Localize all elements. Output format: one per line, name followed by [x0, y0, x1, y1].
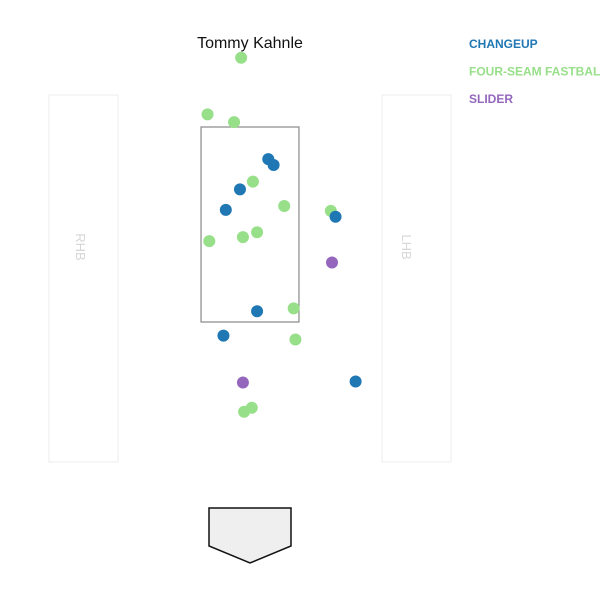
- four-seam-fastball-pitch-point: [289, 333, 302, 346]
- legend-item-four-seam-fastball: FOUR-SEAM FASTBALL: [469, 65, 600, 79]
- right-handed-batter-box: [48, 94, 119, 463]
- changeup-pitch-point: [267, 159, 280, 172]
- changeup-pitch-point: [233, 183, 246, 196]
- four-seam-fastball-pitch-point: [235, 51, 248, 64]
- home-plate: [208, 507, 292, 564]
- changeup-pitch-point: [349, 375, 362, 388]
- slider-pitch-point: [326, 256, 339, 269]
- four-seam-fastball-pitch-point: [236, 231, 249, 244]
- strike-zone: [200, 126, 300, 323]
- four-seam-fastball-pitch-point: [203, 235, 216, 248]
- rhb-label: RHB: [73, 233, 88, 260]
- four-seam-fastball-pitch-point: [278, 199, 291, 212]
- lhb-label: LHB: [399, 234, 414, 259]
- four-seam-fastball-pitch-point: [287, 302, 300, 315]
- changeup-pitch-point: [219, 203, 232, 216]
- changeup-pitch-point: [251, 305, 264, 318]
- legend-item-slider: SLIDER: [469, 92, 513, 106]
- left-handed-batter-box: [381, 94, 452, 463]
- slider-pitch-point: [236, 376, 249, 389]
- four-seam-fastball-pitch-point: [201, 108, 214, 121]
- four-seam-fastball-pitch-point: [228, 116, 241, 129]
- changeup-pitch-point: [329, 210, 342, 223]
- four-seam-fastball-pitch-point: [246, 175, 259, 188]
- four-seam-fastball-pitch-point: [238, 405, 251, 418]
- chart-title: Tommy Kahnle: [197, 35, 303, 52]
- legend-item-changeup: CHANGEUP: [469, 37, 538, 51]
- legend: CHANGEUP FOUR-SEAM FASTBALL SLIDER: [469, 37, 600, 106]
- pitch-points: [201, 51, 362, 418]
- changeup-pitch-point: [217, 329, 230, 342]
- four-seam-fastball-pitch-point: [251, 226, 264, 239]
